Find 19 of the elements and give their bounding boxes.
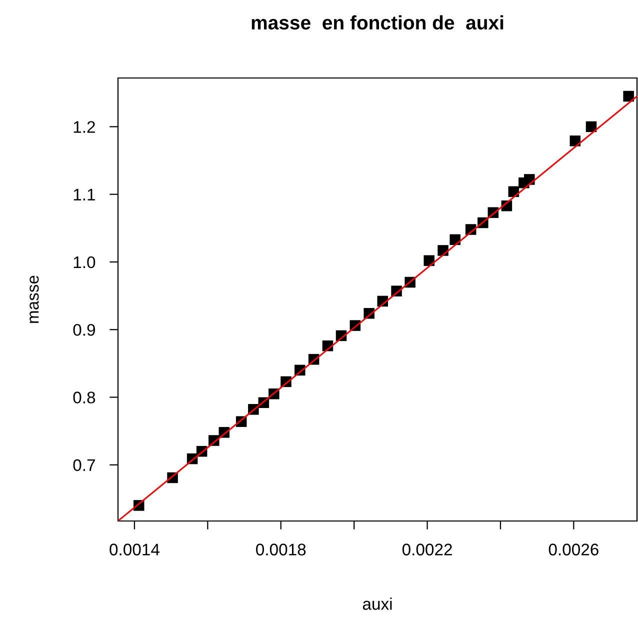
point xyxy=(570,136,581,146)
y-tick-label: 1.1 xyxy=(74,188,95,200)
y-tick-label: 1.2 xyxy=(74,121,95,133)
x-axis-title: auxi xyxy=(362,598,392,610)
y-axis-title: masse xyxy=(30,276,39,323)
x-tick-label: 0.0022 xyxy=(402,544,452,556)
y-tick-label: 0.7 xyxy=(73,459,95,472)
point xyxy=(508,186,520,198)
x-tick-label: 0.0018 xyxy=(256,544,306,556)
y-tick-label: 1.0 xyxy=(74,256,96,268)
x-tick-label: 0.0014 xyxy=(110,544,160,556)
point xyxy=(623,90,634,102)
chart-title: masse en fonction de auxi xyxy=(252,15,504,30)
y-tick-label: 0.8 xyxy=(73,392,96,404)
point xyxy=(424,255,434,266)
y-tick-label: 0.9 xyxy=(73,324,95,336)
point xyxy=(450,234,460,246)
point xyxy=(586,121,597,132)
x-tick-label: 0.0026 xyxy=(548,544,598,556)
